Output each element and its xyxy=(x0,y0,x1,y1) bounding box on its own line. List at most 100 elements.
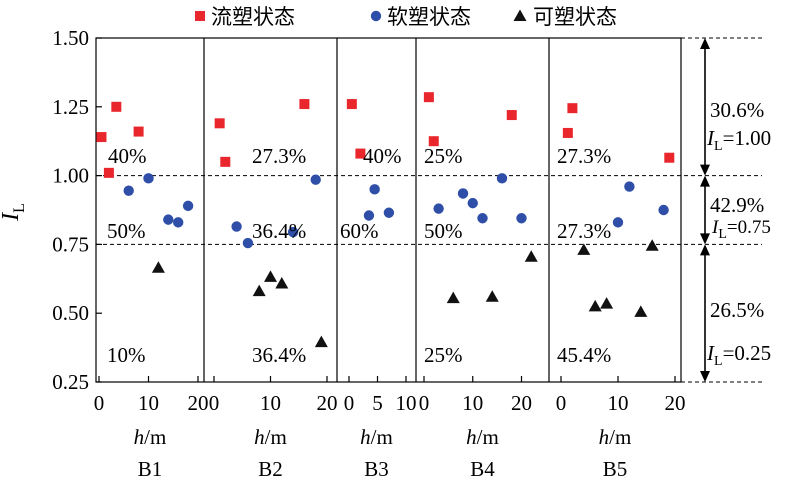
x-tick-label: 20 xyxy=(188,391,209,415)
range-percent: 42.9% xyxy=(710,193,764,217)
plastic-point xyxy=(151,261,165,273)
flow-point xyxy=(103,167,114,178)
percent-label: 50% xyxy=(424,219,463,243)
range-threshold: IL=0.25 xyxy=(706,341,771,369)
soft-point xyxy=(624,181,635,192)
x-tick-label: 20 xyxy=(665,391,686,415)
percent-label: 40% xyxy=(108,144,147,168)
flow-point xyxy=(664,152,675,163)
range-threshold: IL=1.00 xyxy=(706,126,771,154)
soft-point xyxy=(457,188,469,199)
soft-point xyxy=(310,174,321,185)
y-tick-label: 1.25 xyxy=(52,95,89,119)
flow-point xyxy=(299,99,310,110)
flow-point xyxy=(423,92,434,103)
range-arrow-upper-head-top xyxy=(700,38,710,49)
percent-label: 50% xyxy=(107,219,146,243)
flow-point xyxy=(355,148,366,159)
x-axis-label: h/m xyxy=(254,425,287,449)
plastic-point xyxy=(314,335,328,348)
plastic-point xyxy=(275,276,289,289)
plastic-point xyxy=(600,297,614,309)
x-tick-label: 0 xyxy=(419,391,430,415)
percent-label: 36.4% xyxy=(252,219,306,243)
flow-point xyxy=(567,103,578,114)
flow-point xyxy=(111,101,122,112)
flow-point xyxy=(220,156,231,167)
soft-point xyxy=(173,217,184,228)
plastic-point xyxy=(446,291,460,304)
flow-point xyxy=(346,99,357,110)
plastic-point xyxy=(524,250,538,262)
percent-label: 27.3% xyxy=(252,144,306,168)
plastic-point xyxy=(485,290,499,302)
soft-point xyxy=(123,185,134,196)
flow-point xyxy=(133,126,144,137)
soft-point xyxy=(433,203,444,214)
percent-label: 45.4% xyxy=(557,343,611,367)
x-tick-label: 10 xyxy=(138,391,159,415)
plastic-point xyxy=(588,299,602,312)
x-axis-label: h/m xyxy=(360,425,393,449)
x-tick-label: 5 xyxy=(372,391,383,415)
soft-point xyxy=(369,184,380,195)
x-axis-label: h/m xyxy=(134,425,167,449)
percent-label: 10% xyxy=(107,343,146,367)
y-tick-label: 1.00 xyxy=(52,164,89,188)
legend-flow-marker xyxy=(195,11,205,21)
panel-name: B1 xyxy=(138,457,163,481)
y-tick-label: 0.25 xyxy=(52,370,89,394)
legend-label: 软塑状态 xyxy=(387,5,471,29)
x-tick-label: 10 xyxy=(260,391,281,415)
legend-plastic-marker xyxy=(513,9,527,21)
plastic-point xyxy=(577,243,591,255)
range-arrow-middle-head-bottom xyxy=(700,233,710,245)
x-tick-label: 0 xyxy=(209,391,220,415)
soft-point xyxy=(467,197,478,209)
soft-point xyxy=(182,200,194,212)
soft-point xyxy=(143,173,154,184)
percent-label: 27.3% xyxy=(557,144,611,168)
flow-point xyxy=(562,127,573,138)
plastic-point xyxy=(252,284,266,297)
percent-label: 36.4% xyxy=(252,343,306,367)
soft-point xyxy=(231,221,242,232)
range-percent: 30.6% xyxy=(710,98,764,122)
percent-label: 25% xyxy=(424,343,463,367)
range-threshold: IL=0.75 xyxy=(711,217,771,242)
x-axis-label: h/m xyxy=(466,425,499,449)
soft-point xyxy=(242,237,254,249)
soft-point xyxy=(477,213,488,224)
y-axis-label: IL xyxy=(0,203,28,222)
legend-soft-marker xyxy=(370,10,382,22)
flow-point xyxy=(214,118,225,129)
legend-label: 流塑状态 xyxy=(211,5,295,29)
panel-name: B3 xyxy=(364,457,389,481)
x-tick-label: 10 xyxy=(462,391,483,415)
flow-point xyxy=(428,136,439,147)
y-tick-label: 0.75 xyxy=(52,232,89,256)
plastic-point xyxy=(264,270,277,282)
x-axis-label: h/m xyxy=(599,425,632,449)
x-tick-label: 0 xyxy=(344,391,355,415)
range-percent: 26.5% xyxy=(710,298,764,322)
soft-point xyxy=(612,217,624,228)
percent-label: 25% xyxy=(424,144,463,168)
flow-point xyxy=(96,132,107,143)
soft-point xyxy=(363,210,375,221)
percent-label: 27.3% xyxy=(557,219,611,243)
y-tick-label: 0.50 xyxy=(52,301,89,325)
panel-name: B4 xyxy=(470,457,495,481)
range-arrow-middle-head-top xyxy=(700,175,710,187)
soft-point xyxy=(163,214,174,225)
x-tick-label: 20 xyxy=(317,391,338,415)
x-tick-label: 0 xyxy=(94,391,105,415)
flow-point xyxy=(506,110,517,121)
x-tick-label: 10 xyxy=(608,391,629,415)
percent-label: 60% xyxy=(340,219,379,243)
range-arrow-lower-head-bottom xyxy=(700,371,710,382)
soft-point xyxy=(287,226,299,238)
legend-label: 可塑状态 xyxy=(533,5,617,29)
plot-frame xyxy=(95,37,682,383)
